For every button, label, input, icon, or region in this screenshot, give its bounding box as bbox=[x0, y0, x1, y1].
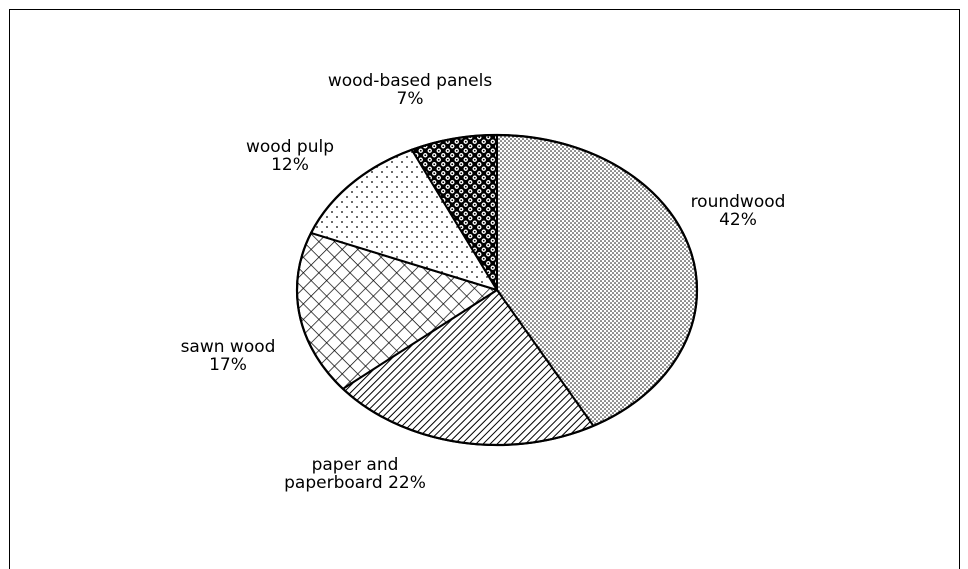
slice-label: wood-based panels 7% bbox=[328, 71, 493, 109]
slice-label: wood pulp 12% bbox=[246, 137, 334, 175]
pie-labels: roundwood 42% paper and paperboard 22% sawn … bbox=[181, 71, 786, 493]
slice-label: sawn wood 17% bbox=[181, 337, 276, 375]
pie-slices bbox=[295, 133, 699, 447]
slice-label: roundwood 42% bbox=[691, 192, 786, 230]
chart-frame bbox=[9, 9, 960, 569]
pie-outline bbox=[295, 133, 699, 447]
slice-label: paper and paperboard 22% bbox=[284, 455, 426, 493]
